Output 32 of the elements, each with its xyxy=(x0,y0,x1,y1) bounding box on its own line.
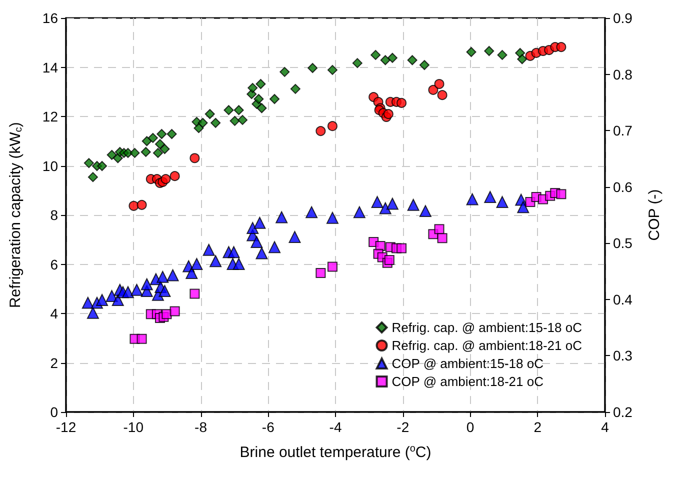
y2-axis-title: COP (-) xyxy=(646,189,663,241)
legend-label: Refrig. cap. @ ambient:18-21 oC xyxy=(392,338,582,353)
x-tick-label: -6 xyxy=(262,419,275,435)
y2-tick-label: 0.6 xyxy=(613,178,633,195)
legend-label: COP @ ambient:18-21 oC xyxy=(392,374,544,389)
y-tick-label: 12 xyxy=(42,108,58,124)
y2-tick-label: 0.4 xyxy=(613,291,633,308)
y2-tick-label: 0.7 xyxy=(613,122,633,139)
x-tick-label: 0 xyxy=(466,419,474,435)
y2-tick-label: 0.9 xyxy=(613,10,633,26)
x-tick-label: -8 xyxy=(194,419,208,435)
y2-tick-label: 0.3 xyxy=(613,348,633,364)
x-tick-label: -4 xyxy=(329,419,342,435)
y-tick-label: 0 xyxy=(50,404,58,420)
y-tick-label: 6 xyxy=(50,256,58,272)
y2-tick-label: 0.8 xyxy=(613,66,633,82)
y-tick-label: 16 xyxy=(42,10,58,26)
x-tick-label: 2 xyxy=(534,419,542,435)
y-tick-label: 14 xyxy=(42,59,58,76)
legend-label: Refrig. cap. @ ambient:15-18 oC xyxy=(392,320,582,335)
y2-tick-label: 0.2 xyxy=(613,404,633,420)
legend-label: COP @ ambient:15-18 oC xyxy=(392,356,544,371)
y-tick-label: 8 xyxy=(50,207,58,223)
y-axis-title: Refrigeration capacity (kWc) xyxy=(7,122,24,308)
x-tick-label: 4 xyxy=(601,419,610,435)
y-tick-label: 10 xyxy=(42,158,58,174)
x-tick-label: -2 xyxy=(396,419,410,435)
x-tick-label: -12 xyxy=(56,419,76,435)
x-tick-label: -10 xyxy=(123,419,144,435)
y-tick-label: 2 xyxy=(50,354,58,371)
y-tick-label: 4 xyxy=(50,306,58,322)
y2-tick-label: 0.5 xyxy=(613,235,633,252)
